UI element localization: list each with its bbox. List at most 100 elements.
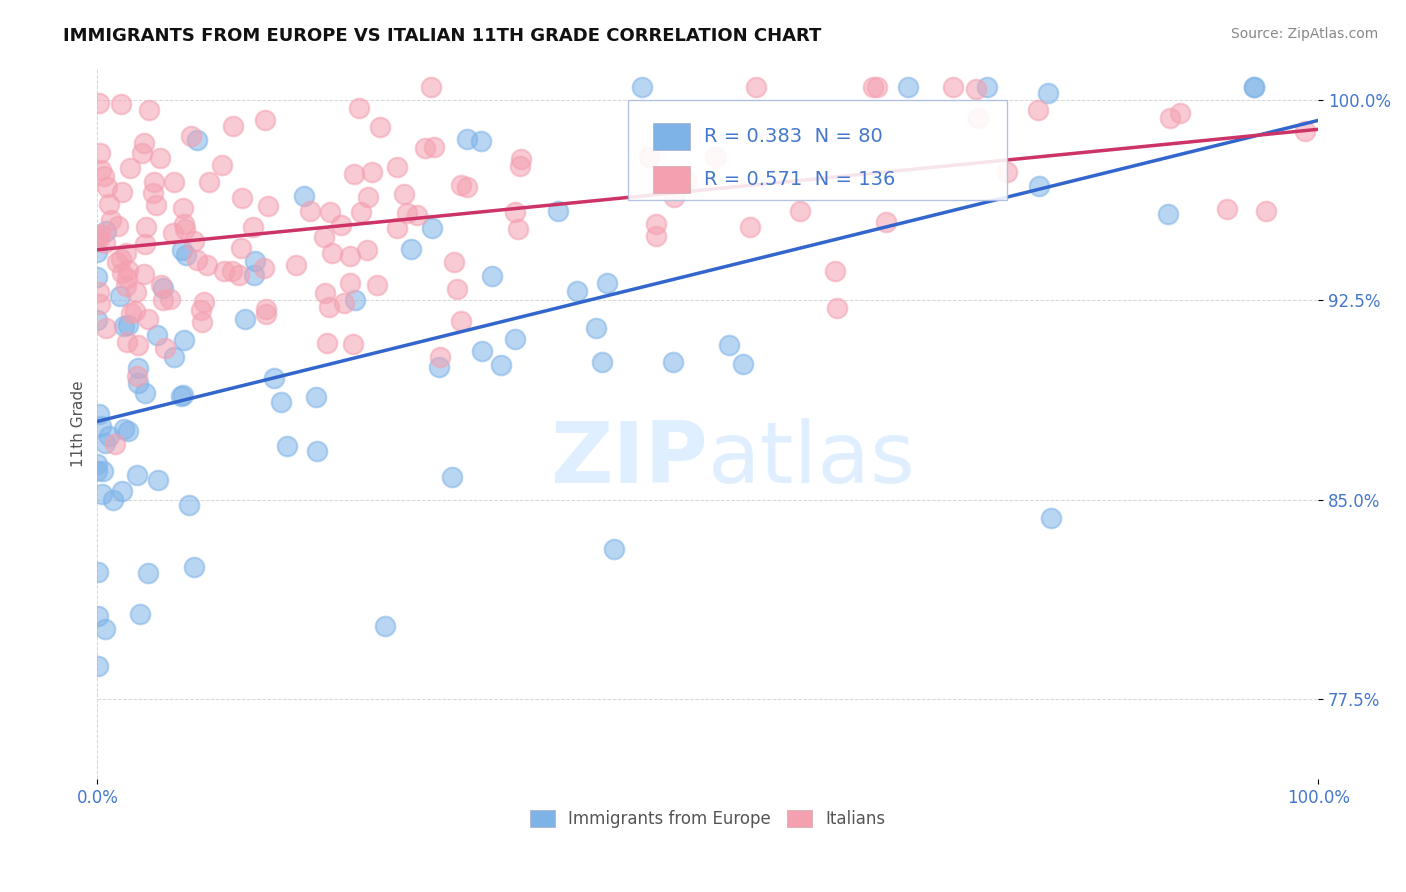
- Point: [450, 314, 472, 328]
- Point: [370, 120, 392, 134]
- Point: [1254, 203, 1277, 218]
- Point: [508, 222, 530, 236]
- Point: [284, 259, 307, 273]
- Point: [392, 187, 415, 202]
- Point: [159, 292, 181, 306]
- Point: [89, 146, 111, 161]
- Point: [86, 609, 108, 624]
- Point: [146, 328, 169, 343]
- Point: [645, 217, 668, 231]
- Point: [172, 243, 194, 257]
- Point: [120, 161, 142, 176]
- Point: [824, 264, 846, 278]
- Point: [128, 607, 150, 622]
- Point: [86, 270, 108, 285]
- Point: [312, 230, 335, 244]
- Point: [1036, 86, 1059, 100]
- Point: [124, 304, 146, 318]
- Point: [105, 255, 128, 269]
- Point: [347, 101, 370, 115]
- Point: [357, 189, 380, 203]
- Point: [591, 354, 613, 368]
- Point: [1157, 207, 1180, 221]
- Point: [423, 140, 446, 154]
- Point: [127, 361, 149, 376]
- Point: [1294, 124, 1316, 138]
- Point: [172, 388, 194, 402]
- Point: [405, 209, 427, 223]
- Point: [585, 321, 607, 335]
- Point: [115, 246, 138, 260]
- Point: [420, 80, 443, 95]
- Bar: [652, 166, 689, 194]
- Point: [162, 226, 184, 240]
- Point: [111, 186, 134, 200]
- Point: [242, 220, 264, 235]
- Point: [89, 297, 111, 311]
- Point: [94, 436, 117, 450]
- Point: [114, 279, 136, 293]
- Point: [104, 437, 127, 451]
- Point: [547, 203, 569, 218]
- Point: [995, 165, 1018, 179]
- Point: [319, 205, 342, 219]
- Point: [1243, 80, 1265, 95]
- Point: [134, 267, 156, 281]
- Point: [385, 160, 408, 174]
- Point: [143, 175, 166, 189]
- Point: [745, 80, 768, 95]
- Point: [111, 483, 134, 498]
- Point: [91, 487, 114, 501]
- Point: [875, 215, 897, 229]
- Point: [661, 355, 683, 369]
- Point: [125, 285, 148, 299]
- Point: [233, 311, 256, 326]
- Point: [107, 219, 129, 234]
- Point: [966, 111, 988, 125]
- Point: [825, 301, 848, 315]
- Point: [87, 407, 110, 421]
- Point: [94, 224, 117, 238]
- Point: [254, 301, 277, 316]
- Point: [314, 285, 336, 300]
- Point: [163, 175, 186, 189]
- Point: [675, 174, 697, 188]
- Point: [298, 204, 321, 219]
- Point: [509, 152, 531, 166]
- Point: [307, 443, 329, 458]
- Point: [1168, 106, 1191, 120]
- Point: [87, 565, 110, 579]
- Point: [134, 237, 156, 252]
- Point: [638, 150, 661, 164]
- Point: [89, 227, 111, 241]
- Point: [96, 180, 118, 194]
- Point: [443, 255, 465, 269]
- Point: [330, 218, 353, 232]
- Point: [450, 178, 472, 193]
- Point: [112, 319, 135, 334]
- Point: [644, 229, 666, 244]
- Point: [86, 659, 108, 673]
- Point: [125, 467, 148, 482]
- Point: [413, 141, 436, 155]
- Point: [385, 221, 408, 235]
- Point: [253, 260, 276, 275]
- Y-axis label: 11th Grade: 11th Grade: [72, 380, 86, 467]
- Point: [489, 358, 512, 372]
- Point: [263, 371, 285, 385]
- Point: [94, 321, 117, 335]
- Point: [1243, 80, 1265, 95]
- Point: [97, 429, 120, 443]
- Point: [155, 341, 177, 355]
- Point: [173, 333, 195, 347]
- Point: [789, 203, 811, 218]
- Point: [446, 282, 468, 296]
- Point: [257, 199, 280, 213]
- Point: [339, 249, 361, 263]
- Point: [87, 285, 110, 299]
- Point: [356, 244, 378, 258]
- Point: [731, 357, 754, 371]
- Point: [87, 232, 110, 246]
- Point: [162, 350, 184, 364]
- Point: [87, 95, 110, 110]
